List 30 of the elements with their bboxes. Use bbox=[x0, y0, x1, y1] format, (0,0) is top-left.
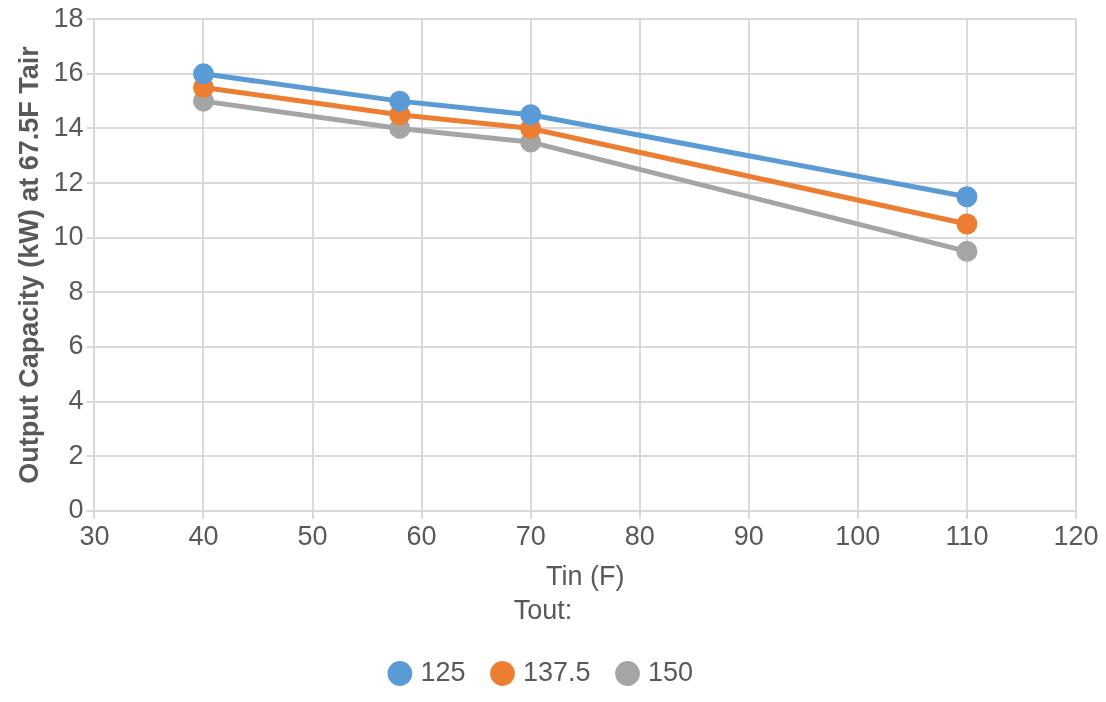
y-tick-label: 2 bbox=[68, 439, 84, 470]
y-tick-label: 8 bbox=[68, 275, 84, 306]
x-tick-label: 120 bbox=[1053, 521, 1099, 552]
y-tick-label: 16 bbox=[53, 57, 84, 88]
y-tick-label: 12 bbox=[53, 166, 84, 197]
legend-label: 150 bbox=[648, 656, 694, 687]
point bbox=[956, 240, 978, 262]
y-tick-label: 4 bbox=[68, 385, 84, 416]
legend-label: 125 bbox=[420, 656, 466, 687]
x-tick-label: 70 bbox=[515, 521, 546, 552]
y-tick-label: 10 bbox=[53, 221, 84, 252]
x-tick-label: 60 bbox=[406, 521, 437, 552]
point bbox=[193, 63, 214, 85]
x-tick-label: 50 bbox=[297, 521, 328, 552]
point bbox=[520, 104, 542, 126]
y-tick-label: 6 bbox=[68, 330, 84, 361]
point bbox=[956, 186, 978, 208]
y-axis-title: Output Capacity (kW) at 67.5F Tair bbox=[13, 45, 44, 484]
x-axis-title: Tin (F) bbox=[545, 560, 625, 591]
x-tick-label: 100 bbox=[835, 521, 881, 552]
x-tick-label: 40 bbox=[188, 521, 219, 552]
point bbox=[956, 213, 978, 235]
x-tick-label: 110 bbox=[945, 521, 989, 552]
x-tick-label: 90 bbox=[733, 521, 764, 552]
x-tick-label: 80 bbox=[624, 521, 655, 552]
legend-label: 137.5 bbox=[522, 656, 591, 687]
y-tick-label: 18 bbox=[53, 2, 84, 33]
legend-title: Tout: bbox=[513, 594, 573, 625]
y-tick-label: 14 bbox=[53, 111, 84, 142]
point bbox=[389, 90, 411, 112]
